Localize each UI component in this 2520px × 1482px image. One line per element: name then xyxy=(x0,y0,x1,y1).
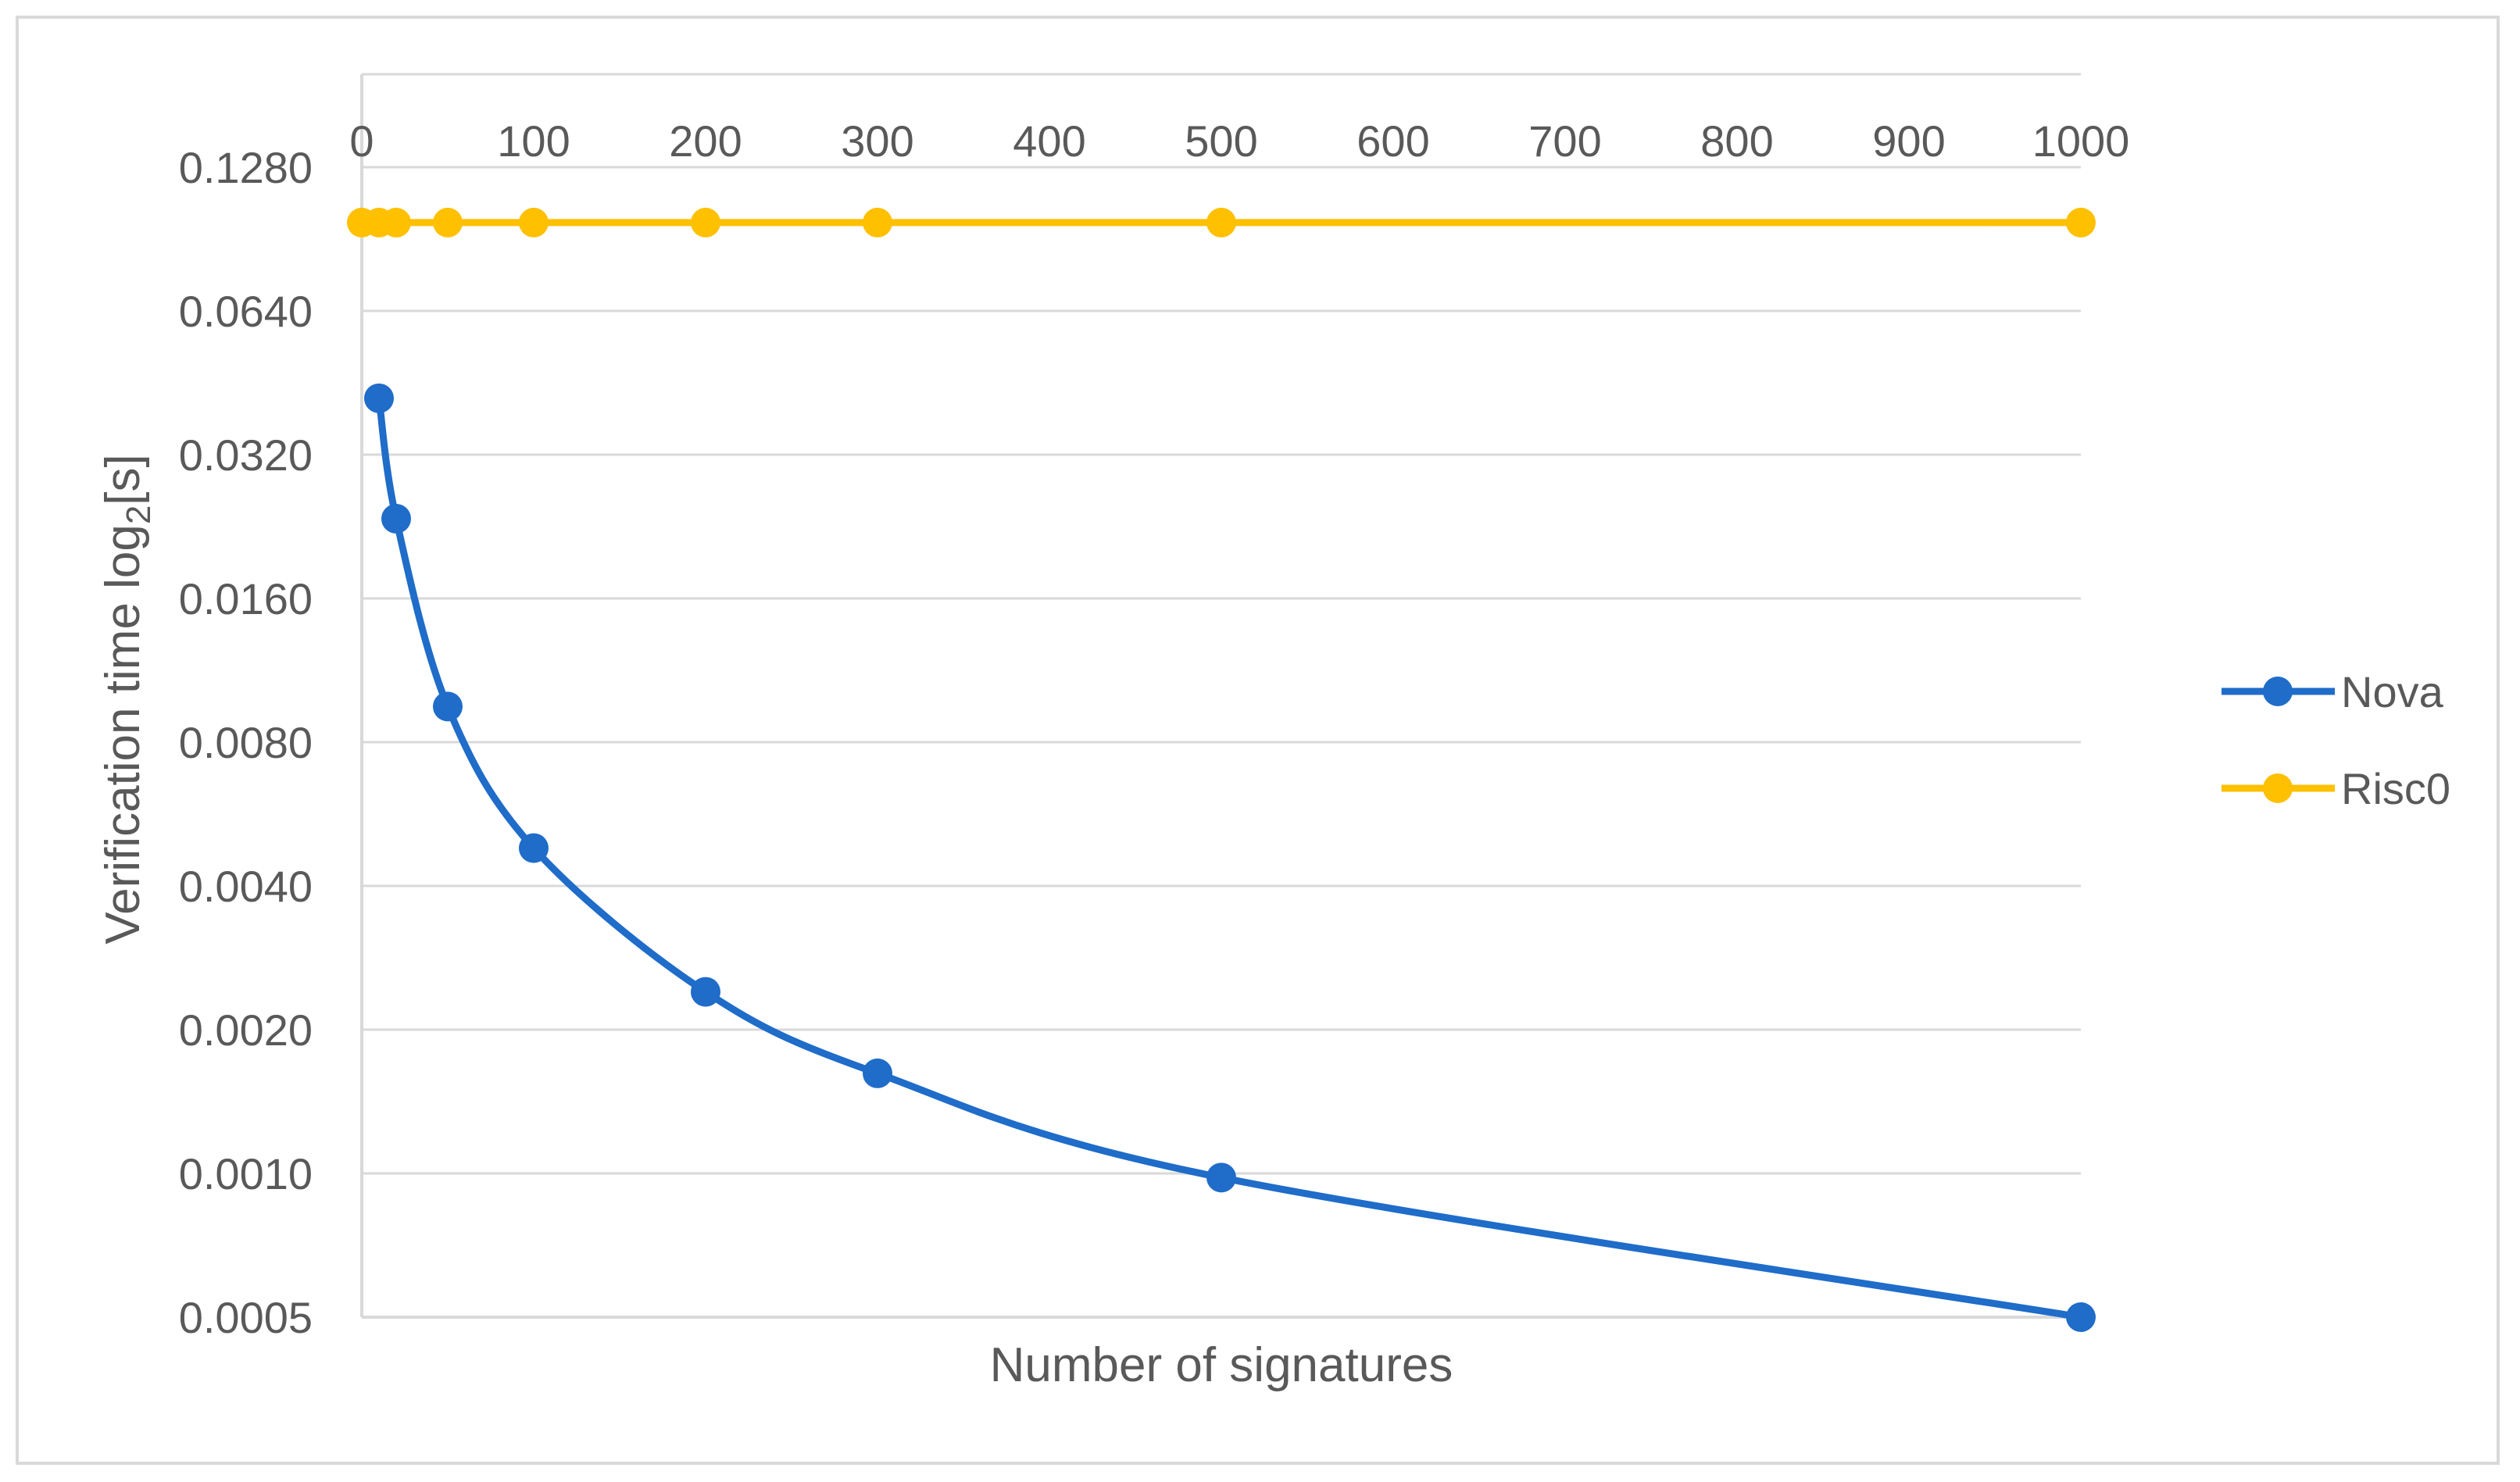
x-tick-label: 400 xyxy=(1013,116,1085,166)
y-tick-label: 0.0160 xyxy=(179,574,313,623)
y-tick-label: 0.0010 xyxy=(179,1149,313,1198)
y-axis-title-unit: [s] xyxy=(96,454,150,505)
series-lines xyxy=(358,219,2085,1321)
x-tick-label: 600 xyxy=(1357,116,1429,166)
data-point-risc0 xyxy=(381,207,411,237)
data-point-nova xyxy=(364,383,394,413)
y-tick-label: 0.0320 xyxy=(179,430,313,480)
y-tick-label: 0.0005 xyxy=(179,1293,313,1342)
x-tick-label: 800 xyxy=(1700,116,1773,166)
data-point-nova xyxy=(863,1058,892,1088)
data-point-risc0 xyxy=(2066,207,2096,237)
x-tick-label: 700 xyxy=(1528,116,1601,166)
series-points xyxy=(347,207,2096,1332)
x-tick-label: 1000 xyxy=(2032,116,2130,166)
legend: Nova Risc0 xyxy=(2222,667,2450,813)
data-point-nova xyxy=(381,503,411,534)
x-tick-label: 500 xyxy=(1185,116,1257,166)
x-tick-label: 300 xyxy=(841,116,913,166)
y-tick-label: 0.0640 xyxy=(179,287,313,336)
chart-frame xyxy=(16,16,2500,1465)
y-axis-title: Verification time log2[s] xyxy=(96,454,158,945)
data-point-nova xyxy=(433,691,463,722)
legend-marker-risc0 xyxy=(2263,773,2293,803)
y-tick-label: 0.0020 xyxy=(179,1005,313,1055)
y-tick-label: 0.0040 xyxy=(179,862,313,911)
data-point-risc0 xyxy=(691,207,720,237)
gridlines xyxy=(362,73,2081,1175)
x-tick-label: 200 xyxy=(669,116,742,166)
y-tick-label: 0.0080 xyxy=(179,718,313,767)
data-point-nova xyxy=(691,977,720,1007)
data-point-risc0 xyxy=(863,207,892,237)
x-tick-label: 0 xyxy=(349,116,374,166)
y-axis-title-subscript: 2 xyxy=(120,505,158,524)
legend-label-nova: Nova xyxy=(2341,667,2444,716)
data-point-risc0 xyxy=(433,207,463,237)
x-axis-ticks: 0 100 200 300 400 500 600 700 800 900 1000 xyxy=(349,116,2129,166)
axes xyxy=(360,74,2081,1319)
y-axis-ticks: 0.0005 0.0010 0.0020 0.0040 0.0080 0.0160 0.03… xyxy=(179,143,313,1342)
data-point-nova xyxy=(1206,1162,1236,1193)
legend-marker-nova xyxy=(2263,677,2293,706)
data-point-nova xyxy=(519,833,549,863)
y-axis-title-main: Verification time log xyxy=(96,524,150,945)
data-point-risc0 xyxy=(519,207,549,237)
x-tick-label: 900 xyxy=(1872,116,1945,166)
x-axis-title: Number of signatures xyxy=(990,1338,1453,1392)
data-point-risc0 xyxy=(1206,207,1236,237)
x-tick-label: 100 xyxy=(497,116,570,166)
series-line-nova xyxy=(375,395,2085,1321)
data-point-nova xyxy=(2066,1302,2096,1332)
y-tick-label: 0.1280 xyxy=(179,143,313,192)
legend-label-risc0: Risc0 xyxy=(2341,764,2450,813)
